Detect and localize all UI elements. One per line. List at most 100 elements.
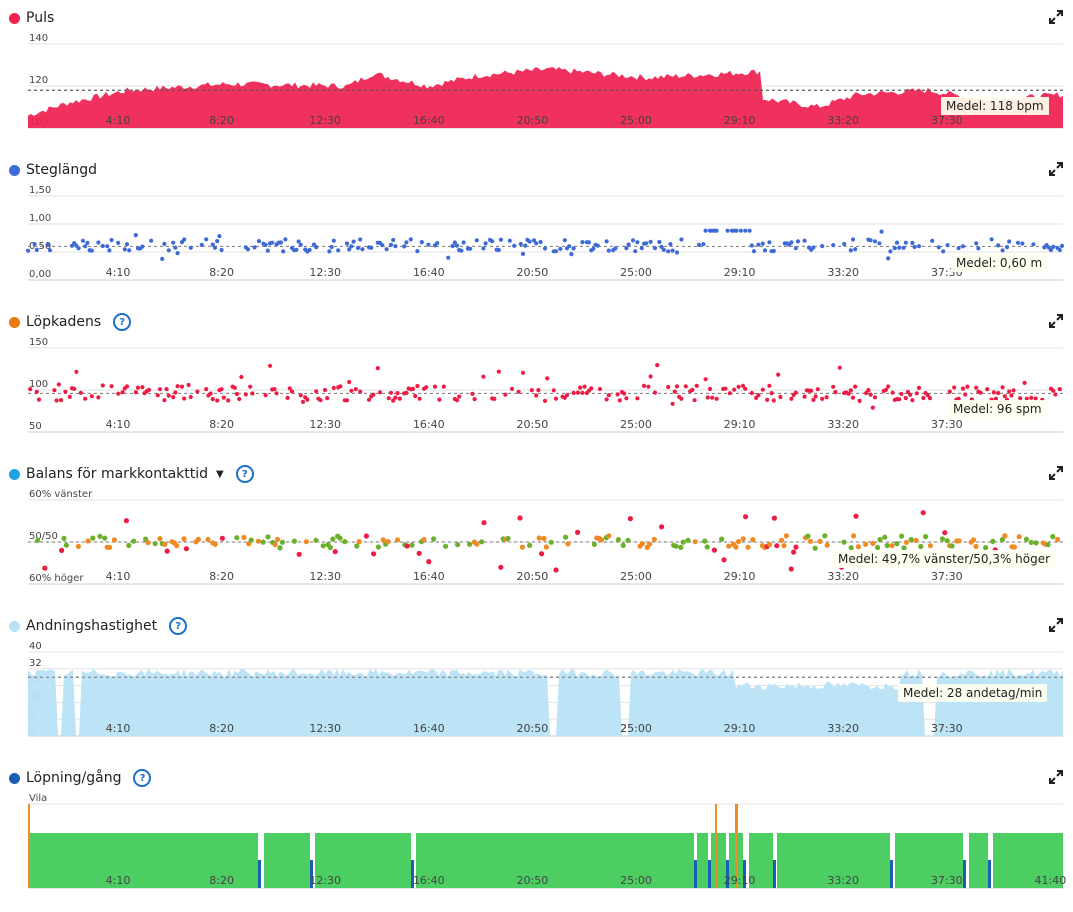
- x-tick-label: 4:10: [106, 418, 131, 431]
- data-point: [996, 390, 1001, 396]
- data-point: [1002, 394, 1007, 399]
- data-point: [771, 515, 778, 521]
- data-point: [857, 398, 862, 403]
- data-point: [868, 392, 873, 397]
- x-tick-label: 25:00: [620, 570, 652, 583]
- data-point: [822, 533, 828, 539]
- data-point: [377, 390, 383, 395]
- data-point: [28, 387, 33, 392]
- data-point: [679, 396, 684, 401]
- y-tick-label: Vila: [29, 793, 47, 804]
- pulse-expand-icon[interactable]: [1049, 10, 1063, 24]
- data-point: [756, 242, 761, 247]
- data-point: [863, 541, 869, 547]
- x-tick-label: 29:10: [724, 570, 756, 583]
- breath-expand-icon[interactable]: [1049, 618, 1063, 632]
- data-point: [674, 384, 680, 389]
- data-point: [285, 395, 290, 400]
- data-point: [659, 524, 665, 530]
- cadence-legend-dot: [9, 316, 20, 328]
- cadence-help-icon[interactable]: ?: [113, 313, 132, 331]
- balance-expand-icon[interactable]: [1049, 466, 1063, 480]
- data-point: [109, 384, 114, 389]
- stride-mean-label: Medel: 0,60 m: [951, 254, 1048, 272]
- data-point: [545, 376, 550, 381]
- x-tick-label: 33:20: [827, 722, 859, 735]
- gait-help-icon[interactable]: ?: [133, 769, 152, 787]
- data-point: [454, 398, 460, 403]
- data-point: [831, 384, 836, 389]
- data-point: [659, 244, 664, 249]
- data-point: [795, 239, 801, 244]
- data-point: [553, 567, 559, 573]
- data-point: [265, 534, 271, 540]
- x-tick-label: 20:50: [517, 874, 549, 887]
- data-point: [404, 543, 410, 549]
- x-tick-label: 29:10: [724, 874, 756, 887]
- data-point: [496, 247, 501, 253]
- data-point: [811, 397, 816, 402]
- data-point: [472, 397, 477, 402]
- data-point: [647, 541, 653, 547]
- data-point: [127, 248, 132, 253]
- running-marker: [988, 860, 991, 888]
- data-point: [802, 238, 807, 243]
- data-point: [164, 548, 170, 554]
- data-point: [604, 397, 609, 402]
- data-point: [435, 241, 440, 246]
- data-point: [633, 249, 638, 254]
- data-point: [563, 534, 569, 540]
- data-point: [802, 394, 807, 399]
- data-point: [1007, 389, 1012, 394]
- data-point: [157, 387, 163, 392]
- data-point: [171, 395, 176, 400]
- data-point: [793, 246, 798, 251]
- data-point: [639, 246, 644, 251]
- gait-expand-icon[interactable]: [1049, 770, 1063, 784]
- data-point: [683, 384, 688, 389]
- data-point: [1002, 533, 1008, 539]
- data-point: [1011, 388, 1016, 393]
- stride-chart: 1,501,000,500,00 4:10 8:20 12:30 16:40 20:50 2…: [25, 185, 1065, 281]
- data-point: [34, 247, 39, 252]
- data-point: [255, 538, 261, 544]
- stride-expand-icon[interactable]: [1049, 162, 1063, 176]
- data-point: [32, 242, 37, 247]
- cadence-expand-icon[interactable]: [1049, 314, 1063, 328]
- data-point: [354, 543, 360, 549]
- data-point: [386, 396, 391, 401]
- data-point: [1022, 380, 1027, 385]
- balance-help-icon[interactable]: ?: [235, 465, 254, 483]
- data-point: [371, 551, 377, 557]
- data-point: [281, 249, 286, 254]
- data-point: [171, 240, 176, 245]
- data-point: [481, 246, 486, 251]
- data-point: [872, 395, 878, 400]
- balance-dropdown-icon[interactable]: ▼: [216, 468, 224, 480]
- data-point: [996, 243, 1001, 248]
- data-point: [767, 541, 773, 548]
- data-point: [417, 396, 422, 401]
- data-point: [615, 392, 620, 397]
- breath-help-icon[interactable]: ?: [169, 617, 188, 635]
- data-point: [56, 382, 61, 387]
- data-point: [727, 391, 732, 396]
- data-point: [146, 387, 152, 392]
- x-tick-label: 16:40: [413, 266, 445, 279]
- data-point: [329, 244, 334, 250]
- breath-title: Andningshastighet: [26, 618, 158, 634]
- data-point: [182, 237, 187, 242]
- data-point: [599, 537, 605, 543]
- data-point: [743, 386, 748, 391]
- data-point: [384, 247, 389, 252]
- data-point: [1051, 244, 1056, 249]
- data-point: [627, 516, 634, 522]
- data-point: [96, 395, 101, 400]
- data-point: [539, 551, 545, 557]
- x-tick-label: 25:00: [620, 114, 652, 127]
- breath-panel: 40322416804:108:2012:3016:4020:5025:0029…: [0, 608, 1073, 760]
- data-point: [864, 390, 869, 396]
- data-point: [534, 241, 539, 246]
- x-tick-label: 8:20: [209, 722, 234, 735]
- stride-title: Steglängd: [26, 162, 97, 178]
